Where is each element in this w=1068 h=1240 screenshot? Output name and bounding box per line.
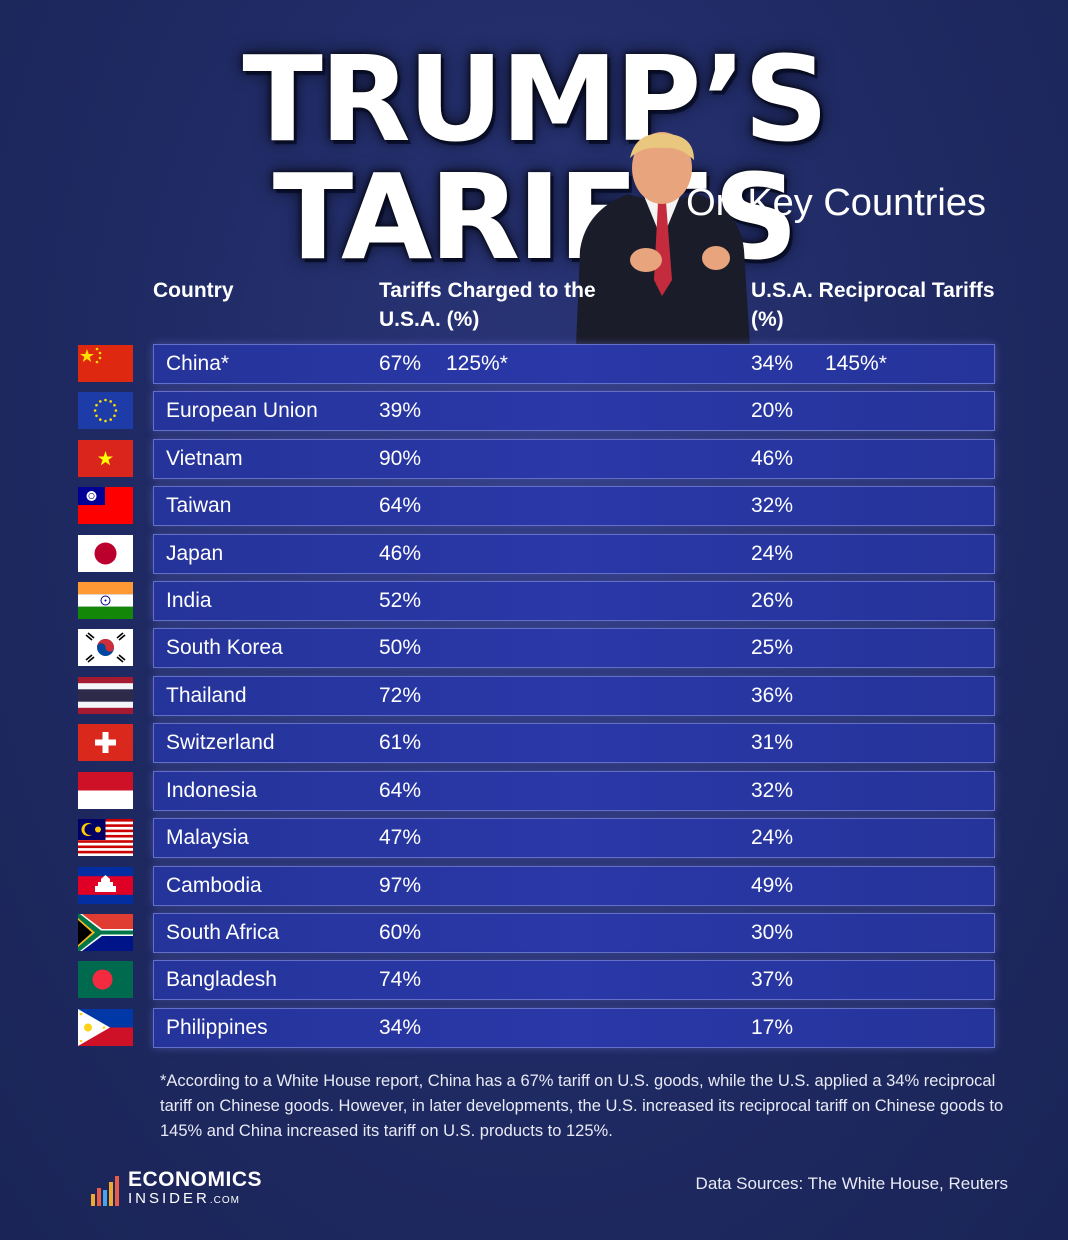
country-name: Switzerland [166,731,275,754]
table-row: Indonesia 64% 32% [153,771,995,811]
charged-value: 72% [379,684,422,707]
vietnam-flag-icon [78,440,133,477]
reciprocal-updated-value: 145%* [825,352,887,375]
charged-value: 46% [379,542,422,565]
reciprocal-value: 37% [751,968,794,991]
reciprocal-value: 36% [751,684,794,707]
country-name: India [166,589,212,612]
charged-value: 50% [379,636,422,659]
reciprocal-value: 24% [751,826,794,849]
reciprocal-value: 32% [751,779,794,802]
reciprocal-value: 31% [751,731,794,754]
presenter-photo [576,132,750,346]
reciprocal-value: 20% [751,399,794,422]
column-header-charged: Tariffs Charged to the U.S.A. (%) [379,279,596,331]
reciprocal-value: 46% [751,447,794,470]
country-name: China* [166,352,230,375]
switzerland-flag-icon [78,724,133,761]
table-row: Malaysia 47% 24% [153,818,995,858]
page-title: TRUMP’S TARIFFS [242,30,828,286]
malaysia-flag-icon [78,819,133,856]
country-name: Bangladesh [166,968,277,991]
reciprocal-value: 24% [751,542,794,565]
table-row: Thailand 72% 36% [153,676,995,716]
data-sources: Data Sources: The White House, Reuters [695,1174,1008,1193]
charged-value: 61% [379,731,422,754]
reciprocal-value: 32% [751,494,794,517]
country-name: Thailand [166,684,247,707]
charged-value: 34% [379,1016,422,1039]
reciprocal-value: 34% [751,352,794,375]
table-row: China* 67% 125%* 34% 145%* [153,344,995,384]
table-row: Philippines 34% 17% [153,1008,995,1048]
charged-updated-value: 125%* [446,352,508,375]
reciprocal-value: 25% [751,636,794,659]
south-africa-flag-icon [78,914,133,951]
table-row: Switzerland 61% 31% [153,723,995,763]
japan-flag-icon [78,535,133,572]
table-row: Japan 46% 24% [153,534,995,574]
table-row: Bangladesh 74% 37% [153,960,995,1000]
country-name: South Korea [166,636,283,659]
table-row: Taiwan 64% 32% [153,486,995,526]
charged-value: 67% [379,352,422,375]
reciprocal-value: 17% [751,1016,794,1039]
table-row: European Union 39% 20% [153,391,995,431]
logo-line2: INSIDER.COM [128,1190,240,1207]
table-row: South Africa 60% 30% [153,913,995,953]
thailand-flag-icon [78,677,133,714]
cambodia-flag-icon [78,867,133,904]
bar-chart-logo-icon [91,1176,119,1206]
country-name: Indonesia [166,779,258,802]
india-flag-icon [78,582,133,619]
charged-value: 52% [379,589,422,612]
country-name: European Union [166,399,318,422]
page-subtitle: On Key Countries [686,182,986,224]
logo-line1: ECONOMICS [128,1168,263,1191]
country-name: Malaysia [166,826,249,849]
country-name: Vietnam [166,447,243,470]
charged-value: 74% [379,968,422,991]
charged-value: 64% [379,494,422,517]
table-row: Vietnam 90% 46% [153,439,995,479]
footnote: *According to a White House report, Chin… [160,1072,1004,1140]
reciprocal-value: 26% [751,589,794,612]
reciprocal-value: 49% [751,874,794,897]
charged-value: 39% [379,399,422,422]
philippines-flag-icon [78,1009,133,1046]
column-header-country: Country [153,279,234,302]
china-flag-icon [78,345,133,382]
table-row: South Korea 50% 25% [153,628,995,668]
south-korea-flag-icon [78,629,133,666]
charged-value: 47% [379,826,422,849]
taiwan-flag-icon [78,487,133,524]
charged-value: 60% [379,921,422,944]
country-name: Philippines [166,1016,268,1039]
column-header-reciprocal: U.S.A. Reciprocal Tariffs (%) [751,279,995,331]
country-name: Cambodia [166,874,262,897]
charged-value: 97% [379,874,422,897]
table-row: Cambodia 97% 49% [153,866,995,906]
eu-flag-icon [78,392,133,429]
indonesia-flag-icon [78,772,133,809]
country-name: South Africa [166,921,280,944]
reciprocal-value: 30% [751,921,794,944]
country-name: Japan [166,542,224,565]
table-row: India 52% 26% [153,581,995,621]
charged-value: 90% [379,447,422,470]
country-name: Taiwan [166,494,232,517]
economics-insider-logo[interactable]: ECONOMICS INSIDER.COM [90,1168,290,1210]
charged-value: 64% [379,779,422,802]
bangladesh-flag-icon [78,961,133,998]
